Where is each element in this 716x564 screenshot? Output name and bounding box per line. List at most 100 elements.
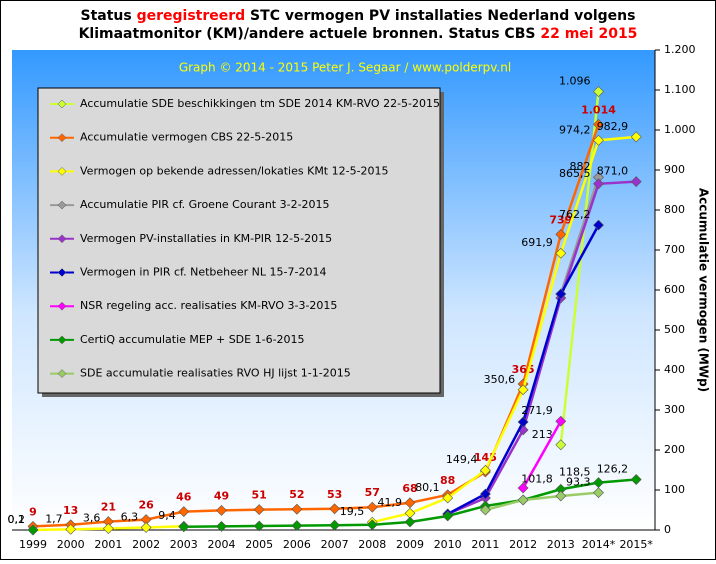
- data-point: [630, 131, 642, 143]
- x-tick-label: 2013: [547, 538, 575, 551]
- data-point: [291, 520, 303, 532]
- legend-label: Accumulatie PIR cf. Groene Courant 3-2-2…: [80, 198, 330, 211]
- data-label: 6,3: [121, 510, 139, 523]
- x-tick-label: 2011: [471, 538, 499, 551]
- data-label: 149,4: [446, 453, 478, 466]
- data-point: [102, 523, 114, 534]
- data-label: 9,4: [158, 509, 176, 522]
- y-tick-label: 800: [664, 203, 685, 216]
- data-label: 871,0: [597, 165, 629, 178]
- x-tick-label: 2008: [358, 538, 386, 551]
- data-point: [593, 118, 604, 130]
- x-tick-label: 2000: [57, 538, 85, 551]
- data-label: 9: [29, 505, 37, 518]
- data-point: [404, 497, 416, 509]
- title-part: STC vermogen PV installaties Nederland v…: [245, 8, 635, 24]
- data-label: 974,2: [559, 123, 591, 136]
- data-label: 13: [63, 504, 78, 517]
- data-point: [216, 504, 227, 516]
- data-point: [178, 521, 190, 533]
- x-tick-label: 2002: [132, 538, 160, 551]
- data-label: 88: [440, 474, 455, 487]
- legend-label: NSR regeling acc. realisaties KM-RVO 3-3…: [80, 299, 337, 312]
- data-point: [630, 474, 642, 485]
- data-point: [593, 178, 604, 190]
- data-label: 126,2: [597, 463, 629, 476]
- legend-swatch: [57, 301, 67, 311]
- x-tick-label: 2006: [283, 538, 311, 551]
- data-point: [253, 504, 265, 516]
- x-tick-label: 1999: [19, 538, 47, 551]
- data-label: 739: [549, 213, 572, 226]
- x-tick-label: 2003: [170, 538, 198, 551]
- y-tick-label: 700: [664, 243, 685, 256]
- data-label: 49: [214, 489, 229, 502]
- series-line: [559, 176, 600, 295]
- data-point: [178, 506, 190, 518]
- legend: [37, 87, 441, 394]
- data-point: [404, 516, 416, 528]
- y-axis-label: Accumulatie vermogen (MWp): [697, 188, 711, 392]
- data-label: 52: [289, 488, 304, 501]
- x-tick-label: 2015*: [619, 538, 653, 551]
- x-tick-label: 2014*: [582, 538, 616, 551]
- data-label: 46: [176, 491, 192, 504]
- y-tick-label: 400: [664, 363, 685, 376]
- data-point: [27, 524, 39, 536]
- data-label: 865,5: [559, 167, 591, 180]
- data-label: 982,9: [597, 120, 629, 133]
- data-point: [366, 519, 378, 531]
- title-part: Klimaatmonitor (KM)/andere actuele bronn…: [79, 26, 541, 42]
- data-label: 19,5: [340, 505, 365, 518]
- legend-label: Vermogen PV-installaties in KM-PIR 12-5-…: [80, 232, 332, 245]
- data-point: [593, 134, 604, 146]
- legend-swatch: [57, 369, 67, 378]
- data-label: 118,5: [559, 466, 591, 479]
- data-point: [442, 492, 454, 504]
- data-label: 1,7: [45, 512, 63, 525]
- data-point: [593, 86, 604, 98]
- title-line-2: Klimaatmonitor (KM)/andere actuele bronn…: [79, 26, 638, 42]
- data-label: 53: [327, 488, 342, 501]
- series-line: [522, 420, 562, 489]
- subtitle: Graph © 2014 - 2015 Peter J. Segaar / ww…: [179, 61, 511, 75]
- data-point: [216, 520, 227, 532]
- data-point: [329, 503, 341, 515]
- y-tick-label: 100: [664, 483, 685, 496]
- y-tick-label: 200: [664, 443, 685, 456]
- x-tick-label: 2012: [509, 538, 537, 551]
- legend-swatch: [57, 99, 67, 109]
- data-point: [555, 228, 567, 240]
- data-point: [366, 501, 378, 513]
- legend-swatch: [57, 234, 67, 244]
- data-label: 0,1: [8, 513, 26, 526]
- data-label: 57: [365, 486, 380, 499]
- data-point: [555, 247, 567, 259]
- y-tick-label: 0: [664, 523, 671, 536]
- y-tick-label: 300: [664, 403, 685, 416]
- data-point: [479, 464, 491, 476]
- legend-label: Accumulatie vermogen CBS 22-5-2015: [80, 131, 293, 144]
- data-point: [479, 504, 491, 516]
- data-point: [253, 520, 265, 532]
- data-point: [442, 510, 454, 522]
- y-tick-label: 1.000: [664, 123, 696, 136]
- series-line: [485, 491, 599, 512]
- data-label: 51: [252, 489, 267, 502]
- data-label: 271,9: [521, 404, 553, 417]
- data-point: [329, 519, 341, 531]
- legend-label: Vermogen op bekende adressen/lokaties KM…: [80, 164, 389, 177]
- x-tick-label: 2004: [208, 538, 236, 551]
- x-tick-label: 2005: [245, 538, 273, 551]
- data-label: 213: [532, 428, 553, 441]
- data-label: 350,6: [484, 373, 516, 386]
- data-label: 1.014: [581, 103, 616, 116]
- series-line: [559, 91, 600, 445]
- data-point: [517, 494, 529, 506]
- data-point: [630, 176, 642, 188]
- y-tick-label: 900: [664, 163, 685, 176]
- data-label: 3,6: [83, 512, 101, 525]
- data-label: 0,2: [8, 513, 26, 526]
- data-label: 26: [138, 499, 154, 512]
- data-label: 1.096: [559, 75, 591, 88]
